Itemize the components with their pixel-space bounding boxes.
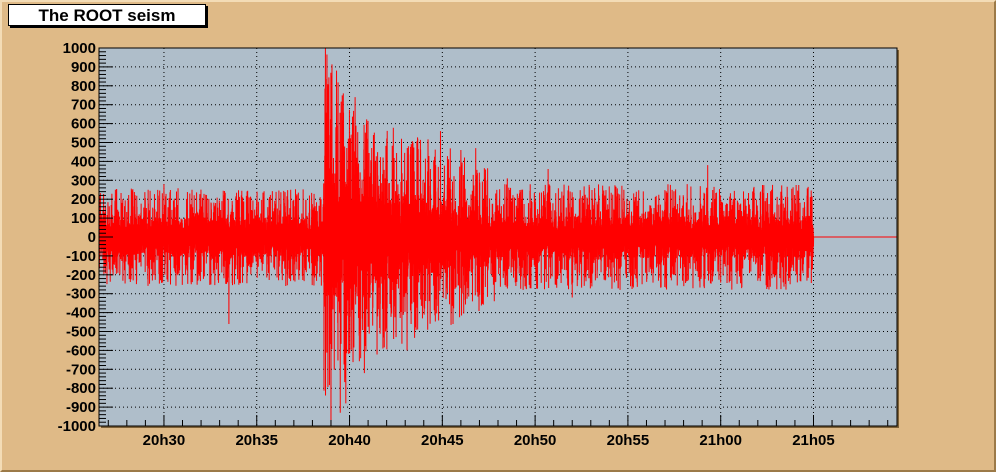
y-tick-label: 1000 (63, 40, 96, 57)
y-tick-label: -300 (66, 286, 96, 303)
seism-line (99, 48, 897, 426)
y-tick-label: 0 (88, 229, 96, 246)
y-tick-label: 100 (71, 210, 96, 227)
y-tick-label: 900 (71, 59, 96, 76)
x-tick-label: 20h35 (235, 432, 278, 449)
seism-trace (99, 48, 897, 426)
y-tick-label: 400 (71, 153, 96, 170)
y-tick-label: -400 (66, 305, 96, 322)
y-tick-label: 800 (71, 78, 96, 95)
y-tick-label: -800 (66, 380, 96, 397)
x-tick-label: 20h50 (514, 432, 557, 449)
x-tick-label: 20h55 (607, 432, 650, 449)
x-tick-label: 20h30 (143, 432, 186, 449)
x-tick-label: 20h40 (328, 432, 371, 449)
y-tick-label: 300 (71, 172, 96, 189)
y-tick-label: -1000 (58, 418, 96, 435)
y-tick-labels: 10009008007006005004003002001000-100-200… (58, 40, 96, 435)
y-tick-label: 600 (71, 116, 96, 133)
y-tick-label: -100 (66, 248, 96, 265)
x-tick-label: 21h00 (699, 432, 742, 449)
y-tick-label: 200 (71, 191, 96, 208)
x-tick-labels: 20h30 20h35 20h40 20h45 20h50 20h55 21h00 21h05 (143, 432, 835, 449)
y-tick-label: -200 (66, 267, 96, 284)
y-tick-label: 700 (71, 97, 96, 114)
y-tick-label: -500 (66, 324, 96, 341)
y-tick-label: -900 (66, 399, 96, 416)
y-tick-label: -700 (66, 361, 96, 378)
chart-title: The ROOT seism (8, 4, 206, 26)
y-tick-label: 500 (71, 135, 96, 152)
plot-border (98, 47, 898, 427)
axes (98, 47, 898, 427)
y-tick-label: -600 (66, 342, 96, 359)
x-tick-label: 20h45 (421, 432, 464, 449)
x-tick-label: 21h05 (792, 432, 835, 449)
